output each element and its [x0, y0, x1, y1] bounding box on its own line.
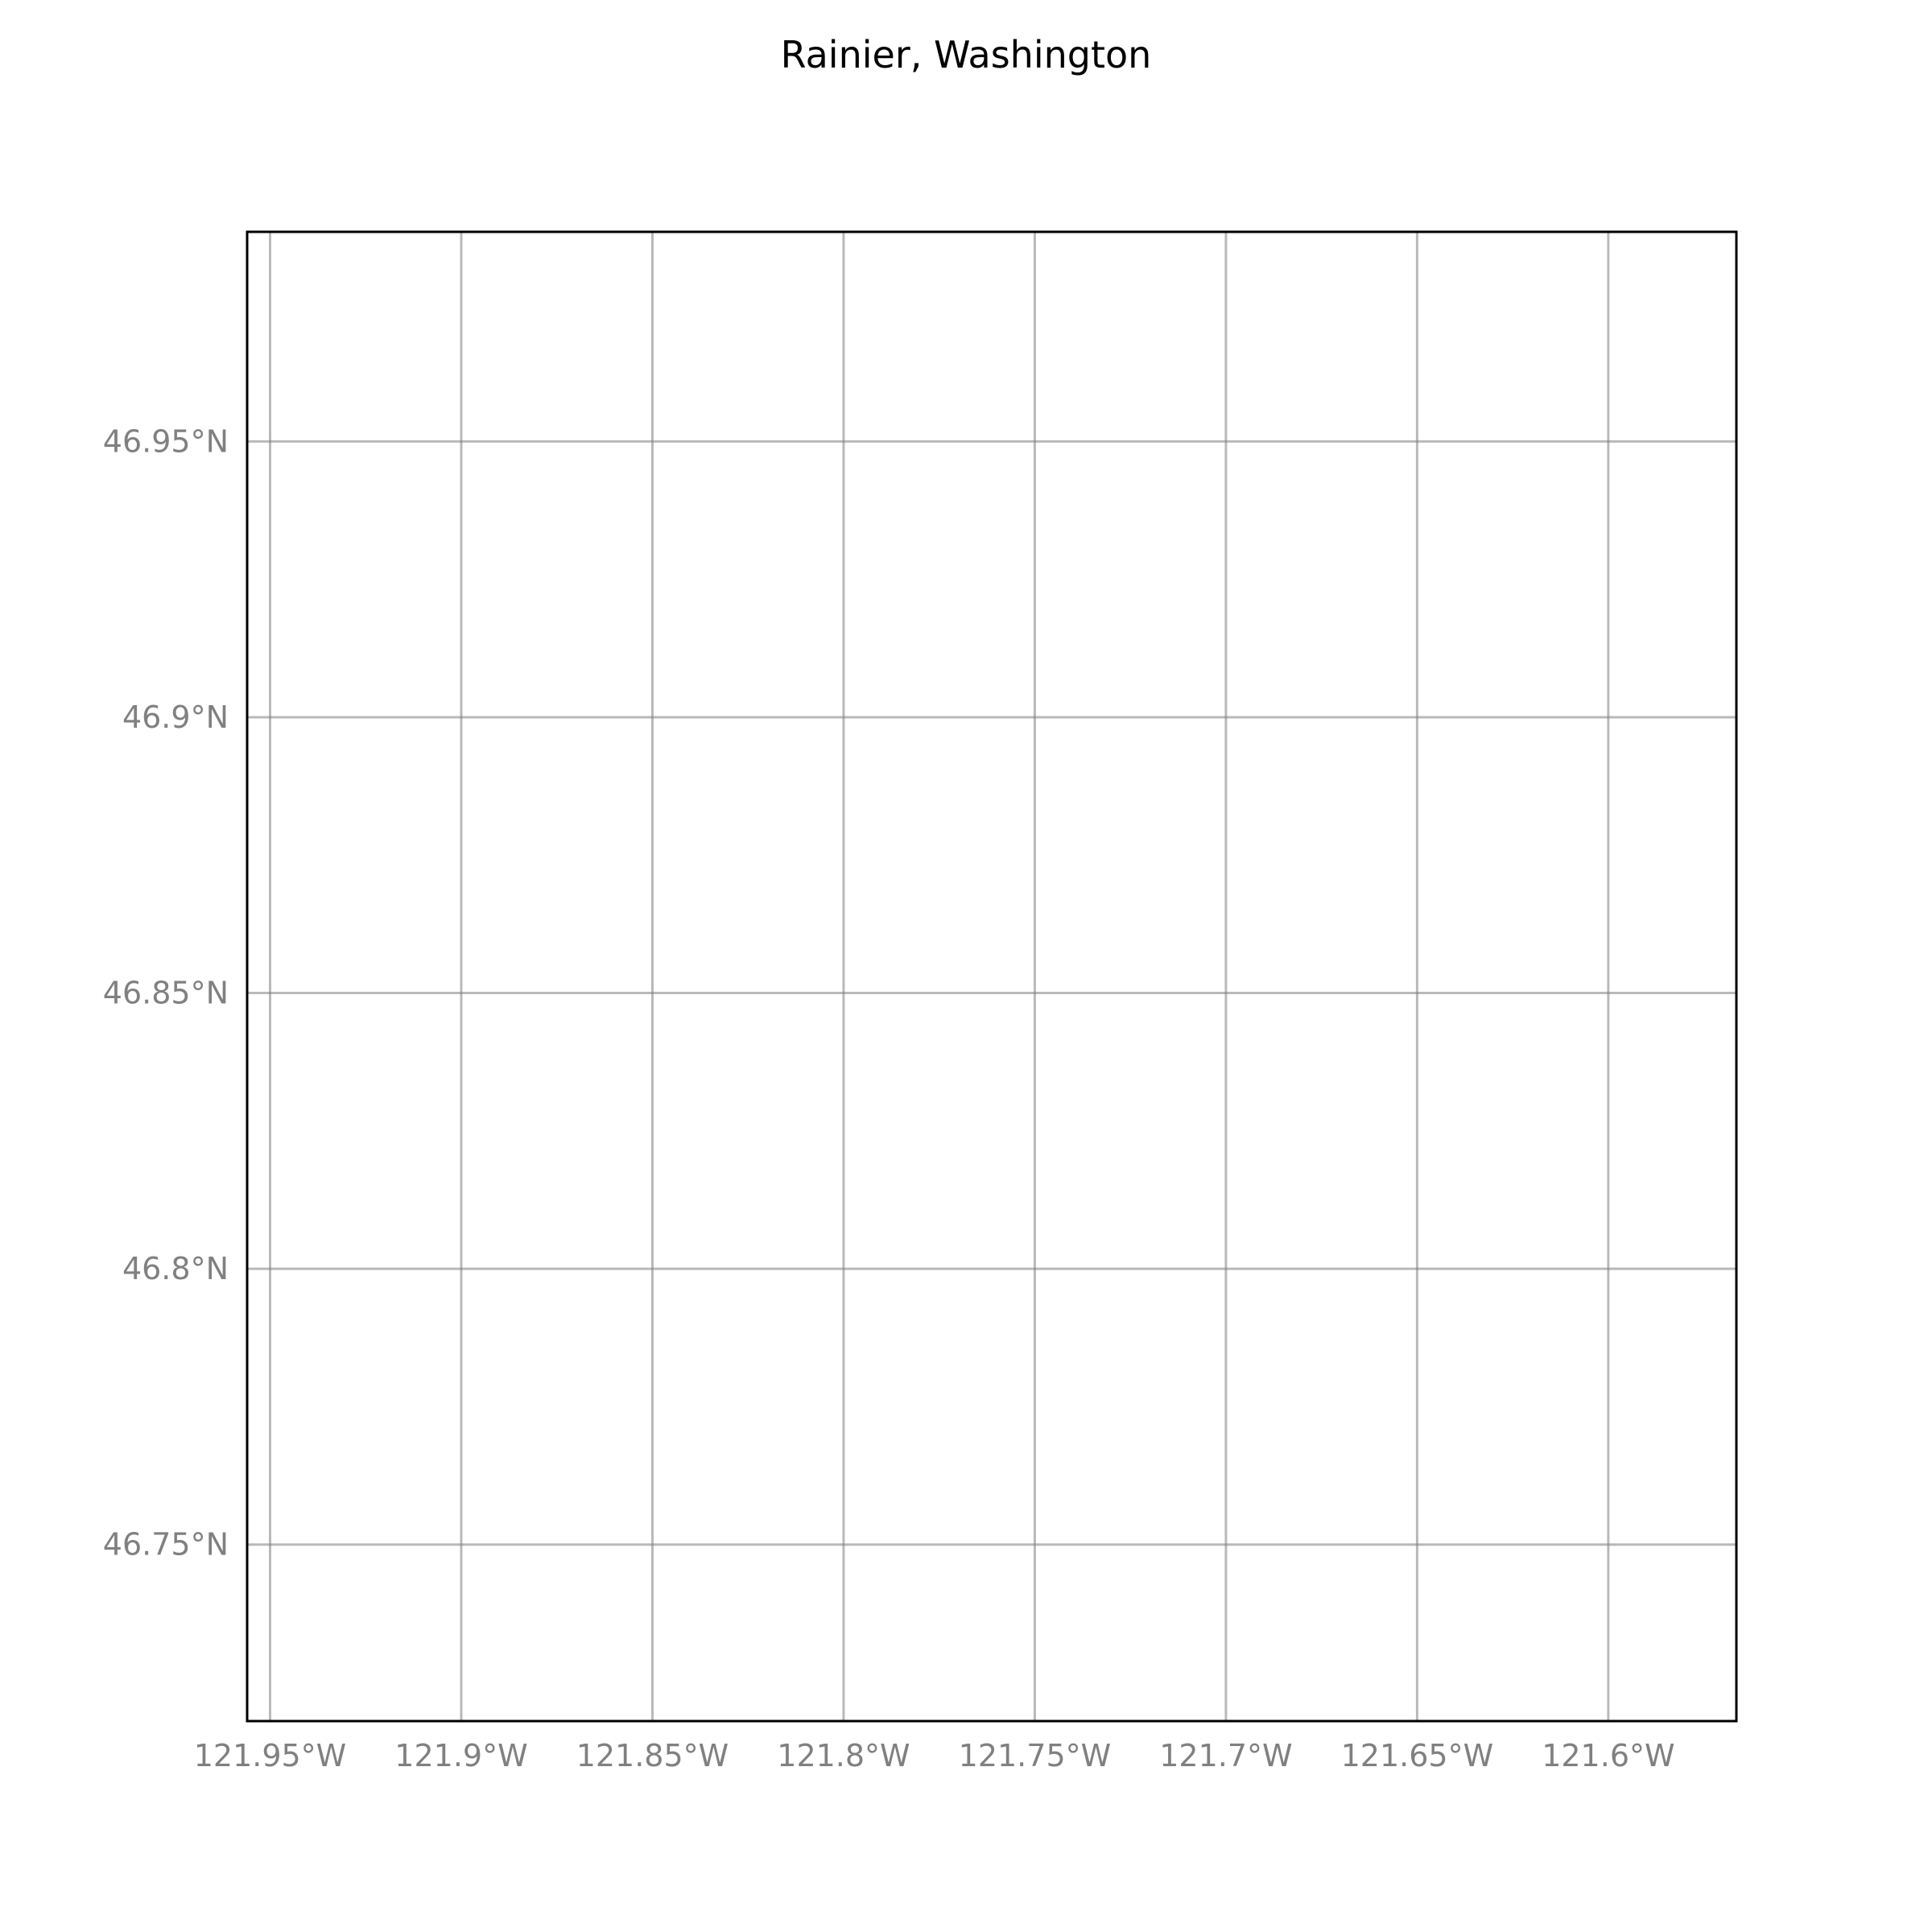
- latitude-tick-labels: 46.95°N 46.9°N 46.85°N 46.8°N 46.75°N: [103, 423, 229, 1562]
- longitude-tick-label: 121.75°W: [959, 1738, 1112, 1773]
- longitude-tick-labels: 121.95°W 121.9°W 121.85°W 121.8°W 121.75°W 12…: [194, 1738, 1675, 1773]
- latitude-gridlines: [247, 440, 1736, 1546]
- longitude-tick-label: 121.8°W: [777, 1738, 910, 1773]
- longitude-tick-label: 121.7°W: [1159, 1738, 1292, 1773]
- longitude-tick-label: 121.95°W: [194, 1738, 347, 1773]
- map-axes: [246, 230, 1738, 1723]
- map-frame-outline: [246, 230, 1738, 1723]
- latitude-tick-label: 46.75°N: [103, 1527, 229, 1563]
- longitude-tick-label: 121.9°W: [394, 1738, 527, 1773]
- longitude-tick-label: 121.85°W: [576, 1738, 729, 1773]
- longitude-tick-label: 121.65°W: [1341, 1738, 1494, 1773]
- longitude-tick-label: 121.6°W: [1542, 1738, 1674, 1773]
- latitude-tick-label: 46.9°N: [122, 700, 229, 735]
- latitude-tick-label: 46.95°N: [103, 423, 229, 459]
- longitude-gridlines: [268, 232, 1610, 1721]
- latitude-tick-label: 46.85°N: [103, 976, 229, 1011]
- latitude-tick-label: 46.8°N: [122, 1251, 229, 1286]
- map-frame: [246, 230, 1738, 1723]
- map-title: Rainier, Washington: [781, 33, 1152, 76]
